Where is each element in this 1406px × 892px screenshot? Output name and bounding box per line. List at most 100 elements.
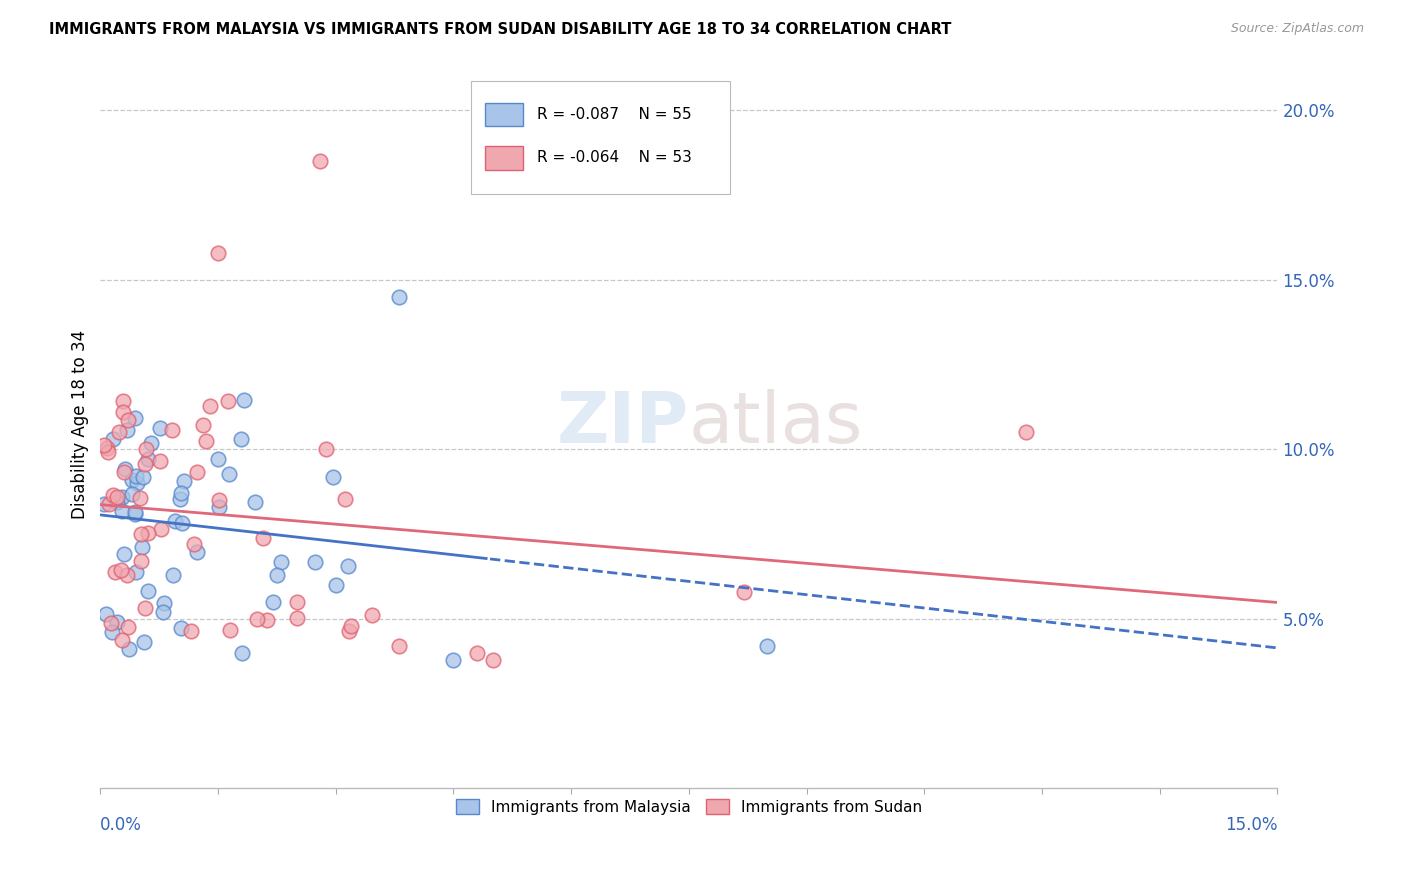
Text: 15.0%: 15.0% [1225, 816, 1278, 834]
Point [112, 405, 135, 419]
Point [100, 615, 122, 630]
Point [111, 504, 134, 518]
Point [207, 245, 229, 260]
Point [217, 394, 239, 409]
Text: 0.0%: 0.0% [100, 816, 142, 834]
Point [125, 565, 148, 579]
Point [231, 646, 253, 660]
FancyBboxPatch shape [485, 146, 523, 169]
Point [152, 605, 174, 619]
Point [325, 578, 347, 592]
Point [131, 540, 153, 554]
Point [93, 438, 115, 452]
Point [117, 413, 139, 427]
Point [208, 500, 231, 515]
Point [169, 492, 191, 507]
Point [207, 451, 229, 466]
Point [149, 420, 172, 434]
Point [112, 547, 135, 561]
FancyBboxPatch shape [485, 103, 523, 126]
Point [180, 624, 202, 639]
Point [124, 505, 146, 519]
Point [110, 563, 132, 577]
Point [97, 444, 120, 458]
Point [105, 494, 128, 508]
Point [125, 469, 148, 483]
Point [152, 596, 174, 610]
Text: IMMIGRANTS FROM MALAYSIA VS IMMIGRANTS FROM SUDAN DISABILITY AGE 18 TO 34 CORREL: IMMIGRANTS FROM MALAYSIA VS IMMIGRANTS F… [49, 22, 952, 37]
Point [170, 621, 193, 635]
Point [387, 639, 409, 653]
Point [285, 595, 308, 609]
Point [132, 470, 155, 484]
Point [124, 410, 146, 425]
Point [105, 490, 128, 504]
Point [117, 641, 139, 656]
Point [170, 486, 193, 500]
Point [139, 435, 162, 450]
Point [465, 646, 488, 660]
Point [481, 652, 503, 666]
Point [101, 624, 124, 639]
Point [756, 639, 779, 653]
Point [304, 555, 326, 569]
Point [149, 522, 172, 536]
Point [193, 418, 215, 433]
Point [340, 618, 363, 632]
Point [322, 470, 344, 484]
Point [256, 613, 278, 627]
Point [246, 612, 269, 626]
Point [218, 467, 240, 481]
Point [101, 488, 124, 502]
Point [262, 595, 284, 609]
Point [111, 632, 134, 647]
Point [208, 493, 231, 508]
Point [136, 583, 159, 598]
Point [136, 451, 159, 466]
Text: ZIP: ZIP [557, 390, 689, 458]
Point [218, 623, 240, 637]
Point [266, 568, 288, 582]
Point [232, 392, 254, 407]
Point [165, 514, 187, 528]
Point [337, 624, 360, 638]
Y-axis label: Disability Age 18 to 34: Disability Age 18 to 34 [72, 329, 89, 518]
Point [195, 434, 218, 448]
Text: R = -0.087    N = 55: R = -0.087 N = 55 [537, 107, 692, 121]
Point [134, 457, 156, 471]
Point [183, 537, 205, 551]
Point [101, 432, 124, 446]
Point [96, 607, 118, 621]
Point [112, 466, 135, 480]
Point [115, 568, 138, 582]
Point [315, 442, 337, 457]
Point [117, 620, 139, 634]
FancyBboxPatch shape [471, 81, 730, 194]
Text: atlas: atlas [689, 390, 863, 458]
Point [360, 608, 382, 623]
Point [270, 555, 292, 569]
Point [96, 442, 118, 456]
Point [93, 497, 115, 511]
Point [285, 611, 308, 625]
Legend: Immigrants from Malaysia, Immigrants from Sudan: Immigrants from Malaysia, Immigrants fro… [450, 792, 928, 821]
Point [172, 516, 194, 530]
Point [108, 425, 131, 439]
Point [121, 473, 143, 487]
Point [309, 154, 332, 169]
Point [333, 492, 356, 507]
Point [186, 466, 208, 480]
Point [443, 652, 465, 666]
Point [128, 491, 150, 506]
Point [112, 394, 135, 409]
Point [121, 487, 143, 501]
Point [162, 568, 184, 582]
Point [135, 442, 157, 456]
Point [229, 432, 252, 446]
Point [149, 453, 172, 467]
Point [134, 600, 156, 615]
Point [173, 474, 195, 488]
Point [337, 558, 360, 573]
Point [252, 531, 274, 545]
Point [243, 495, 266, 509]
